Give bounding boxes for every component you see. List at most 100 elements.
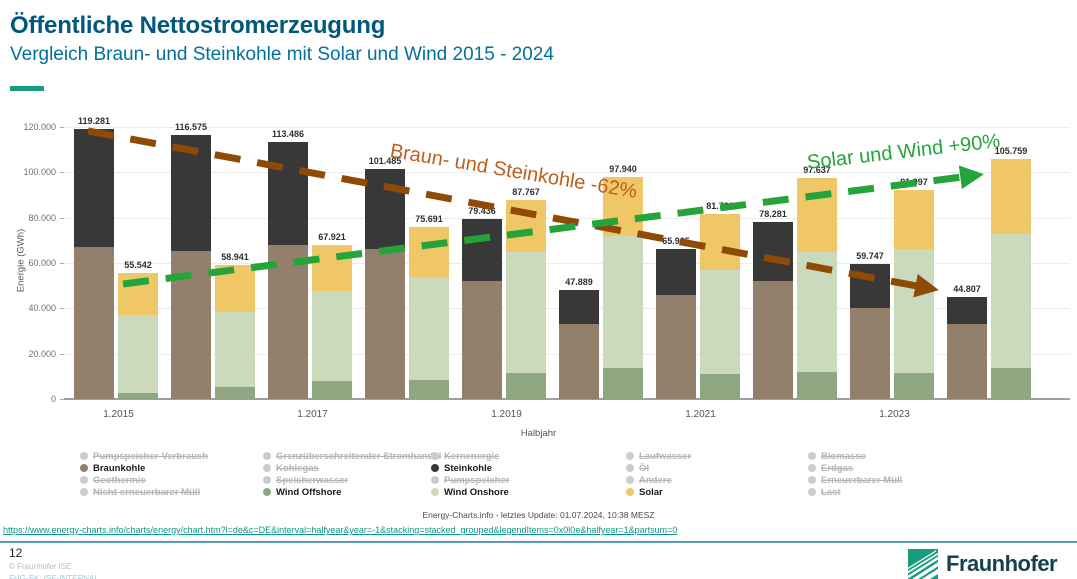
legend-item-biomasse[interactable]: Biomasse: [808, 451, 866, 462]
legend-color-dot: [80, 464, 88, 472]
legend-color-dot: [626, 488, 634, 496]
legend-item-kernenergie[interactable]: Kernenergie: [431, 451, 499, 462]
legend-item-label: Geothermie: [93, 474, 146, 486]
page-subtitle: Vergleich Braun- und Steinkohle mit Sola…: [10, 44, 554, 65]
page-number: 12: [9, 546, 23, 560]
gridline: [64, 127, 1070, 128]
legend-item-label: Laufwasser: [639, 450, 692, 462]
y-tick-mark: [60, 172, 64, 174]
renewables-bar-value-label: 97.940: [609, 164, 637, 174]
legend-item-öl[interactable]: Öl: [626, 462, 650, 474]
legend-color-dot: [263, 488, 271, 496]
coal-bar: [947, 297, 987, 399]
steinkohle-segment: [462, 218, 502, 282]
steinkohle-segment: [850, 263, 890, 309]
renewables-bar-value-label: 67.921: [318, 232, 346, 243]
fraunhofer-logo: Fraunhofer: [908, 549, 1058, 579]
solar-segment: [797, 177, 837, 252]
legend-item-label: Grenzüberschreitender Stromhandel: [276, 450, 442, 462]
coal-bar-value-label: 44.807: [953, 284, 981, 295]
y-tick-mark: [60, 308, 64, 310]
coal-bar: [171, 134, 211, 399]
solar-segment: [894, 190, 934, 250]
legend-item-speicherwasser[interactable]: Speicherwasser: [263, 475, 348, 486]
steinkohle-segment: [365, 168, 405, 250]
braunkohle-segment: [365, 249, 405, 399]
coal-bar-value-label: 113.486: [271, 128, 305, 139]
y-tick-label: 40.000: [28, 303, 56, 314]
legend-item-grenzüberschreitender-stromhandel[interactable]: Grenzüberschreitender Stromhandel: [263, 450, 442, 462]
wind-offshore-segment: [312, 380, 352, 399]
legend-color-dot: [80, 488, 88, 496]
legend-item-label: Öl: [639, 462, 650, 474]
wind-onshore-segment: [603, 235, 643, 369]
y-tick-mark: [60, 263, 64, 264]
legend-color-dot: [263, 464, 271, 472]
steinkohle-segment: [171, 134, 211, 251]
legend-color-dot: [808, 476, 816, 484]
legend-item-label: Steinkohle: [444, 462, 493, 474]
legend-color-dot: [808, 464, 816, 472]
wind-offshore-segment: [894, 372, 934, 399]
legend-item-geothermie[interactable]: Geothermie: [80, 474, 146, 486]
braunkohle-segment: [171, 250, 211, 399]
wind-offshore-segment: [991, 368, 1031, 399]
legend-color-dot: [626, 452, 634, 460]
renewables-bar: [894, 190, 934, 399]
legend-item-solar[interactable]: Solar: [626, 486, 663, 498]
legend-item-kohlegas[interactable]: Kohlegas: [263, 463, 319, 474]
solar-segment: [312, 245, 352, 291]
legend-item-pumpspeicher-verbrauch[interactable]: Pumpspeicher-Verbrauch: [80, 451, 208, 462]
legend-color-dot: [263, 452, 271, 460]
wind-onshore-segment: [312, 290, 352, 381]
coal-bar-value-label: 116.575: [174, 121, 208, 132]
legend-item-wind-onshore[interactable]: Wind Onshore: [431, 487, 509, 498]
source-url-link[interactable]: https://www.energy-charts.info/charts/en…: [3, 525, 678, 535]
legend-item-pumpspeicher[interactable]: Pumpspeicher: [431, 475, 509, 486]
legend-item-label: Erneuerbarer Müll: [821, 474, 903, 486]
renewables-bar: [506, 200, 546, 399]
legend-color-dot: [431, 452, 439, 460]
wind-offshore-segment: [215, 386, 255, 399]
braunkohle-segment: [656, 294, 696, 399]
x-tick-label: 1.2021: [685, 409, 716, 420]
legend-item-braunkohle[interactable]: Braunkohle: [80, 463, 145, 474]
wind-offshore-segment: [409, 379, 449, 399]
renewables-bar-value-label: 58.941: [221, 252, 249, 263]
wind-onshore-segment: [700, 269, 740, 375]
wind-offshore-segment: [797, 371, 837, 399]
legend-item-wind-offshore[interactable]: Wind Offshore: [263, 487, 341, 498]
legend-item-last[interactable]: Last: [808, 487, 841, 498]
renewables-bar: [215, 265, 255, 399]
braunkohle-segment: [268, 244, 308, 399]
legend-item-label: Andere: [639, 474, 672, 486]
renewables-bar-value-label: 55.542: [124, 260, 152, 271]
solar-segment: [991, 159, 1031, 234]
legend-item-laufwasser[interactable]: Laufwasser: [626, 450, 692, 462]
legend-item-andere[interactable]: Andere: [626, 474, 672, 486]
legend-item-label: Solar: [639, 486, 663, 498]
renewables-bar: [991, 159, 1031, 399]
x-axis-title: Halbjahr: [520, 428, 557, 439]
y-tick-label: 0: [50, 394, 56, 404]
legend-item-nicht-erneuerbarer-müll[interactable]: Nicht-erneuerbarer Müll: [80, 487, 200, 498]
steinkohle-segment: [268, 141, 308, 245]
coal-bar: [753, 221, 793, 399]
renewables-bar: [118, 273, 158, 399]
y-tick-label: 80.000: [28, 212, 56, 223]
wind-offshore-segment: [506, 372, 546, 399]
y-tick-mark: [60, 399, 64, 400]
solar-segment: [506, 200, 546, 252]
wind-offshore-segment: [118, 393, 158, 399]
braunkohle-segment: [947, 324, 987, 399]
renewables-bar: [603, 177, 643, 399]
legend-item-steinkohle[interactable]: Steinkohle: [431, 462, 493, 474]
y-tick-mark: [60, 217, 64, 219]
legend-item-erdgas[interactable]: Erdgas: [808, 463, 853, 474]
legend-item-erneuerbarer-müll[interactable]: Erneuerbarer Müll: [808, 474, 903, 486]
wind-onshore-segment: [118, 315, 158, 394]
coal-bar: [268, 141, 308, 399]
wind-onshore-segment: [506, 251, 546, 373]
classification-label: FHG-SK: ISE-INTERNAL: [9, 574, 99, 579]
footer-divider: [0, 541, 1077, 543]
